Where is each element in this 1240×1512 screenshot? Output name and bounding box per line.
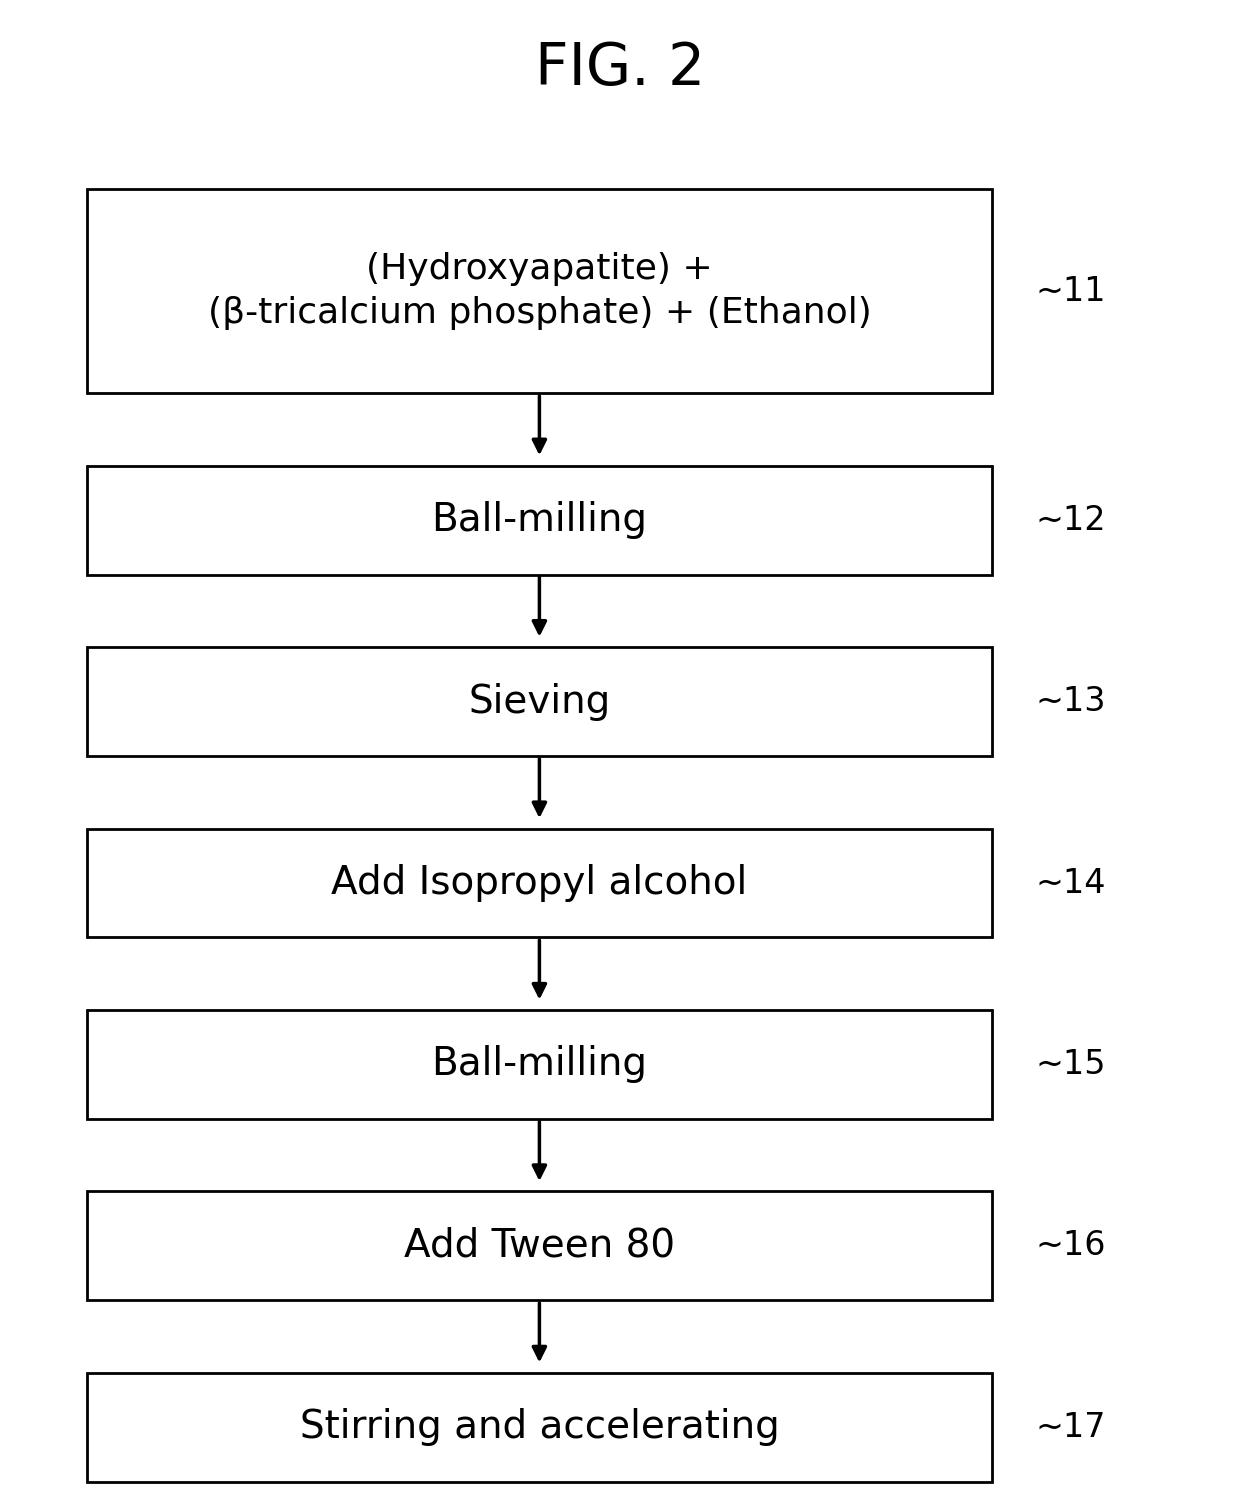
Text: ∼17: ∼17 [1035, 1411, 1106, 1444]
Text: Ball-milling: Ball-milling [432, 500, 647, 540]
Bar [87, 189, 992, 393]
Text: (Hydroxyapatite) +
(β-tricalcium phosphate) + (Ethanol): (Hydroxyapatite) + (β-tricalcium phospha… [207, 251, 872, 331]
Text: Stirring and accelerating: Stirring and accelerating [300, 1408, 779, 1447]
Text: Add Tween 80: Add Tween 80 [404, 1226, 675, 1266]
Bar [87, 1373, 992, 1482]
Text: ∼16: ∼16 [1035, 1229, 1106, 1263]
Text: ∼13: ∼13 [1035, 685, 1106, 718]
Bar [87, 829, 992, 937]
Text: ∼11: ∼11 [1035, 275, 1106, 307]
Text: Sieving: Sieving [469, 682, 610, 721]
Text: FIG. 2: FIG. 2 [534, 39, 706, 97]
Text: Add Isopropyl alcohol: Add Isopropyl alcohol [331, 863, 748, 903]
Bar [87, 1010, 992, 1119]
Text: ∼14: ∼14 [1035, 866, 1106, 900]
Text: ∼12: ∼12 [1035, 503, 1106, 537]
Bar [87, 1191, 992, 1300]
Bar [87, 647, 992, 756]
Bar [87, 466, 992, 575]
Text: Ball-milling: Ball-milling [432, 1045, 647, 1084]
Text: ∼15: ∼15 [1035, 1048, 1106, 1081]
